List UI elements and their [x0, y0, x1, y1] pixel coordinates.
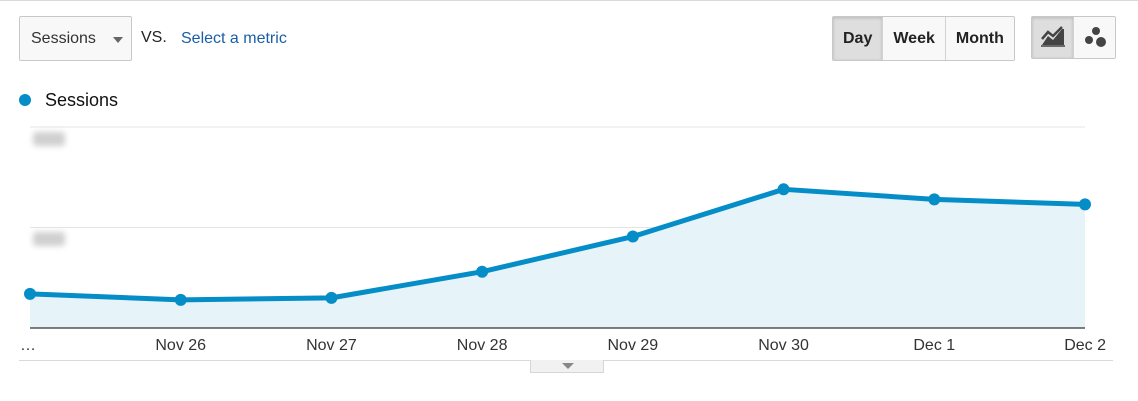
- primary-metric-label: Sessions: [31, 30, 96, 47]
- legend-series-label: Sessions: [45, 90, 119, 110]
- line-chart-icon: [1041, 26, 1065, 47]
- period-toggle-group: Day Week Month: [832, 16, 1015, 61]
- period-day-button[interactable]: Day: [833, 17, 884, 60]
- x-tick-label: Nov 28: [457, 337, 508, 354]
- data-point: [325, 291, 338, 304]
- select-metric-link[interactable]: Select a metric: [181, 30, 287, 47]
- y-tick-label-top: [33, 132, 65, 146]
- data-point: [174, 293, 187, 306]
- data-point: [626, 230, 639, 243]
- chart-view-toggle-group: [1031, 16, 1116, 59]
- motion-chart-view-button[interactable]: [1074, 17, 1115, 58]
- x-tick-label: Nov 30: [758, 337, 809, 354]
- period-week-button[interactable]: Week: [883, 17, 946, 60]
- vs-label: VS.: [141, 29, 167, 46]
- chevron-down-icon: [113, 37, 123, 43]
- period-month-button[interactable]: Month: [945, 17, 1014, 60]
- y-tick-label-mid: [33, 232, 65, 246]
- primary-metric-dropdown[interactable]: Sessions: [19, 16, 132, 61]
- x-tick-label: Dec 1: [913, 337, 955, 354]
- data-point: [476, 265, 489, 278]
- line-chart-view-button[interactable]: [1032, 17, 1074, 58]
- series-line: [29, 186, 1086, 303]
- data-point: [24, 287, 36, 300]
- data-point: [1079, 198, 1091, 211]
- legend-swatch: [19, 94, 31, 106]
- x-tick-label: …: [20, 337, 36, 354]
- x-tick-label: Nov 27: [306, 337, 357, 354]
- top-divider: [0, 0, 1138, 1]
- motion-chart-icon: [1085, 27, 1106, 47]
- chart-expand-toggle[interactable]: [530, 360, 604, 373]
- series-area-fill: [30, 189, 1085, 328]
- x-tick-label: Dec 2: [1064, 337, 1106, 354]
- x-tick-label: Nov 26: [155, 337, 206, 354]
- chevron-down-icon: [562, 363, 574, 369]
- x-tick-label: Nov 29: [608, 337, 659, 354]
- data-point: [928, 193, 941, 206]
- data-point: [777, 183, 790, 196]
